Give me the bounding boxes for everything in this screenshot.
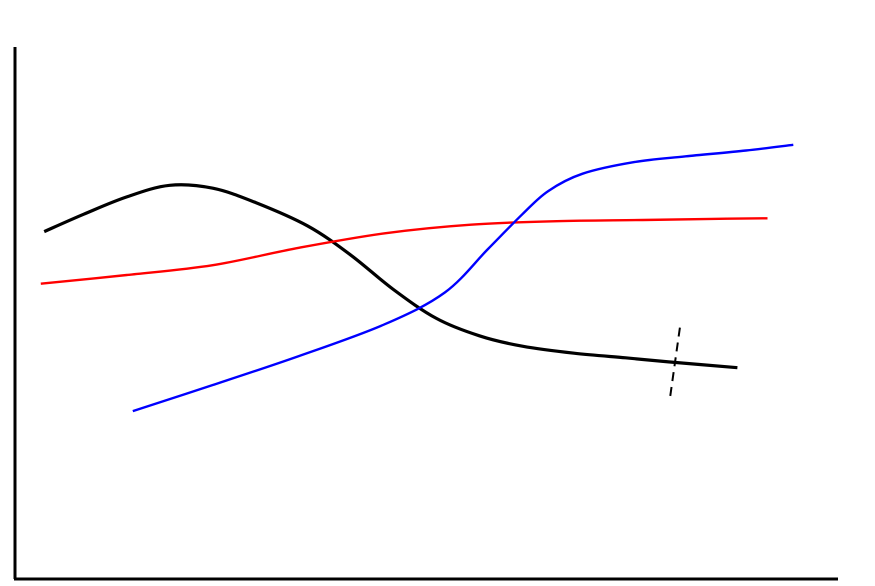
series-line-2 — [40, 217, 768, 285]
dashed-marker-1 — [668, 327, 681, 399]
annotation-layer — [668, 327, 681, 399]
series-layer — [40, 143, 794, 413]
series-line-1 — [43, 183, 738, 370]
series-line-3 — [132, 143, 794, 413]
